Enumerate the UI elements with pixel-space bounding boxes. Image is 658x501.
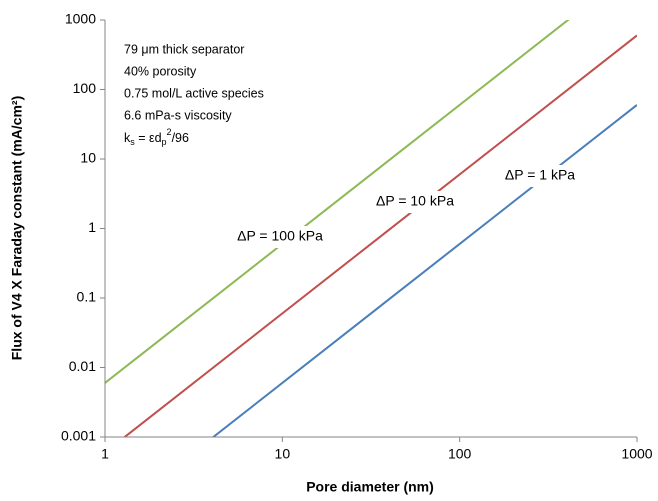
label-background <box>478 165 602 187</box>
series-label: ΔP = 1 kPa <box>505 167 575 183</box>
formula-part: /96 <box>172 131 189 145</box>
formula-part: s <box>130 137 135 147</box>
x-tick-label: 1 <box>101 446 109 462</box>
y-axis-title: Flux of V4 X Faraday constant (mA/cm²) <box>9 96 25 361</box>
annotation-block: 79 μm thick separator 40% porosity 0.75 … <box>124 42 264 147</box>
annotation: 40% porosity <box>124 64 197 78</box>
formula-part: p <box>162 137 167 147</box>
y-tick-label: 0.1 <box>77 289 97 305</box>
x-tick-label: 1000 <box>621 446 652 462</box>
y-tick-label: 1 <box>88 219 96 235</box>
x-tick-label: 10 <box>275 446 291 462</box>
series-line <box>123 34 637 437</box>
formula-part: = εd <box>135 131 162 145</box>
annotation: ks = εdp2/96 <box>124 127 189 147</box>
formula-part: k <box>124 131 131 145</box>
y-tick-label: 0.01 <box>69 358 96 374</box>
label-background <box>218 226 342 248</box>
x-axis-title: Pore diameter (nm) <box>306 479 434 495</box>
series-label: ΔP = 100 kPa <box>237 228 323 244</box>
label-background <box>353 191 477 213</box>
annotation: 0.75 mol/L active species <box>124 86 264 100</box>
y-tick-label: 1000 <box>65 11 96 27</box>
y-tick-label: 10 <box>80 150 96 166</box>
y-tick-label: 100 <box>73 80 97 96</box>
y-tick-label: 0.001 <box>61 428 96 444</box>
x-tick-label: 100 <box>448 446 472 462</box>
series-label: ΔP = 10 kPa <box>376 193 454 209</box>
series-line <box>105 20 570 384</box>
formula-part: 2 <box>167 127 172 137</box>
annotation: 6.6 mPa-s viscosity <box>124 108 232 122</box>
annotation: 79 μm thick separator <box>124 42 244 56</box>
